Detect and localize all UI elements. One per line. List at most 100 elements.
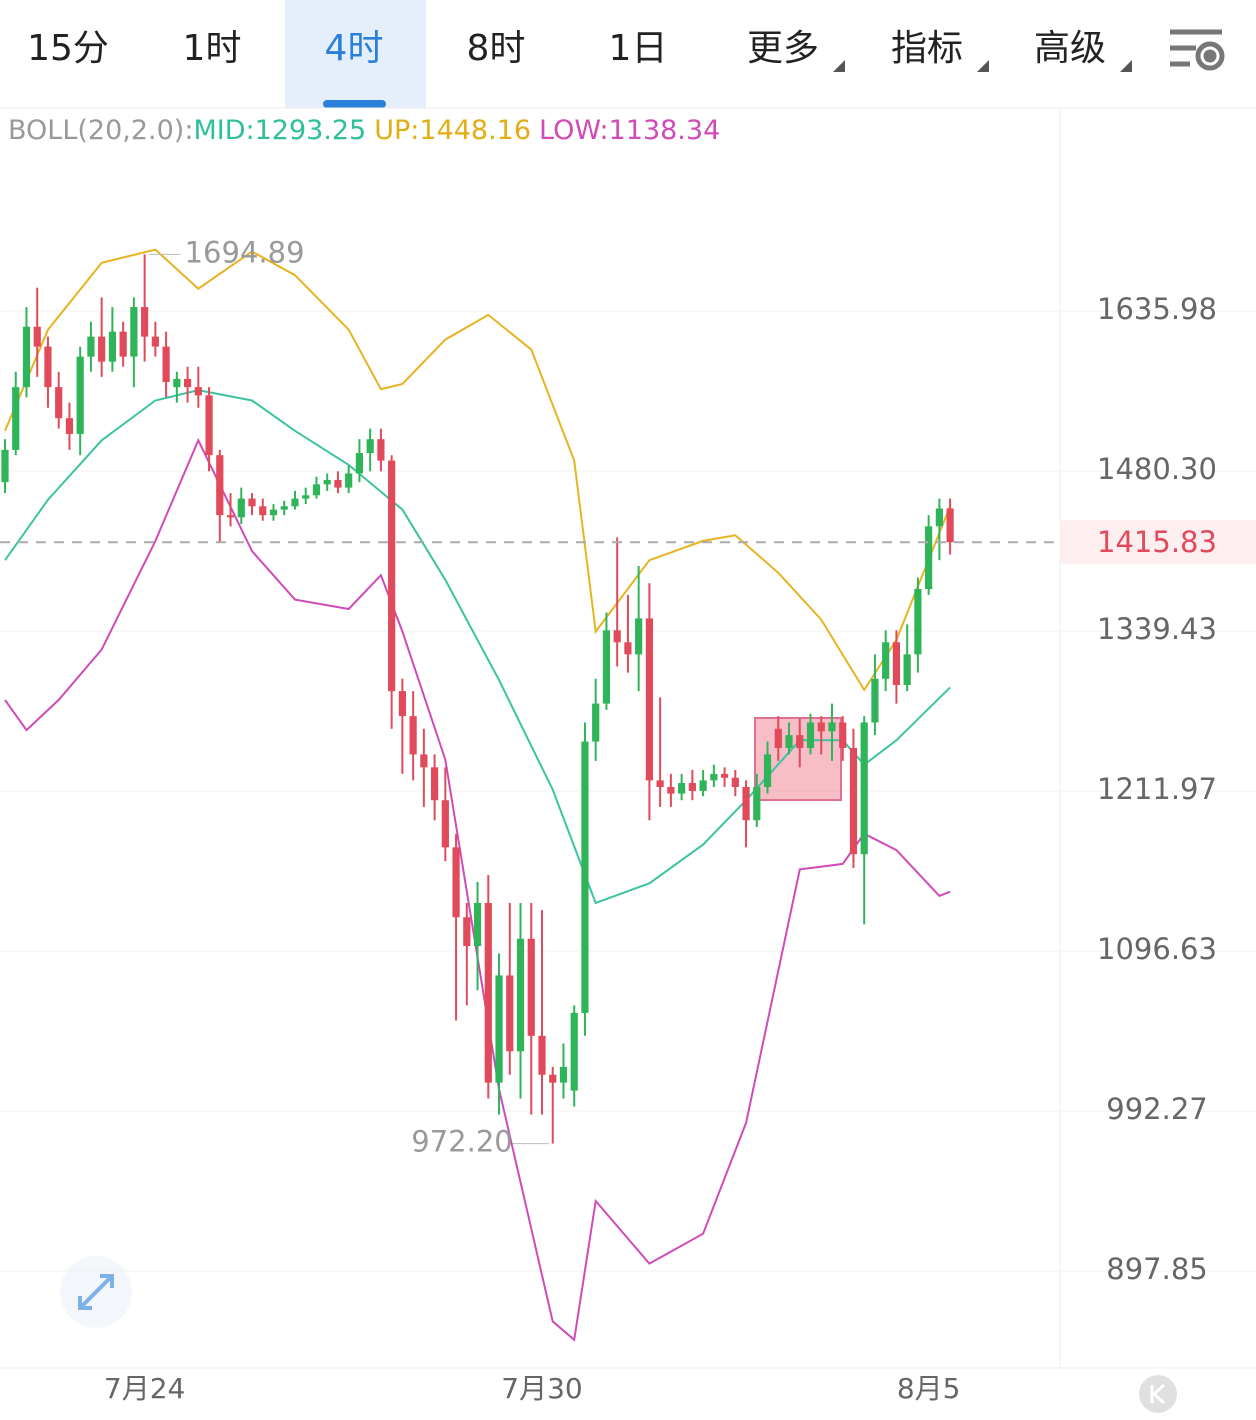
candle-body — [12, 387, 20, 450]
candle-body — [345, 473, 353, 488]
candle-body — [645, 618, 653, 781]
indicator-header: BOLL(20,2.0):MID:1293.25 UP:1448.16 LOW:11… — [8, 115, 720, 146]
candle-body — [377, 439, 385, 461]
candle-body — [581, 741, 589, 1013]
candle-body — [98, 336, 106, 362]
candle-body — [398, 691, 406, 717]
candle-body — [108, 331, 116, 362]
candle-body — [925, 526, 933, 590]
candle-body — [592, 703, 600, 742]
candle-body — [269, 509, 278, 516]
candle-body — [1, 449, 9, 483]
candle-body — [538, 1035, 546, 1075]
high-label: 1694.89 — [185, 235, 305, 269]
candle-body — [226, 515, 235, 518]
candle-body — [141, 307, 149, 337]
expand-button[interactable] — [60, 1256, 132, 1328]
low-label: 972.20 — [411, 1125, 512, 1159]
candle-body — [753, 786, 761, 821]
tab[interactable]: 15分 — [27, 28, 109, 69]
y-tick-label: 1096.63 — [1097, 932, 1217, 966]
candle-body — [860, 722, 868, 855]
candle-body — [334, 479, 342, 488]
k-button[interactable] — [1139, 1375, 1177, 1413]
candle-body — [570, 1012, 578, 1091]
candle-body — [914, 589, 922, 655]
candle-body — [259, 506, 267, 516]
candle-body — [774, 728, 782, 748]
indicator-low: LOW:1138.34 — [539, 115, 720, 146]
candle-body — [613, 630, 621, 643]
settings-icon[interactable] — [1170, 29, 1225, 71]
tab[interactable]: 1日 — [609, 28, 668, 69]
candle-body — [656, 780, 664, 787]
candle-body — [173, 378, 181, 388]
active-tab-indicator — [323, 100, 386, 108]
band-line — [4, 248, 952, 692]
candle-body — [65, 418, 74, 434]
candle-body — [710, 773, 718, 781]
tab[interactable]: 高级 — [1034, 28, 1106, 69]
candle-body — [785, 735, 793, 748]
x-tick-label: 7月30 — [501, 1372, 582, 1405]
candle-body — [559, 1066, 568, 1083]
candle-body — [355, 453, 364, 474]
tab[interactable]: 4时 — [325, 28, 384, 69]
y-tick-label: 1480.30 — [1097, 452, 1217, 486]
candle-body — [33, 326, 41, 347]
candle-body — [624, 642, 632, 655]
candle-body — [431, 767, 439, 801]
candle-body — [635, 618, 643, 655]
candle-body — [667, 786, 675, 794]
candle-body — [22, 326, 31, 388]
candle-body — [205, 395, 213, 456]
candle-body — [291, 498, 299, 507]
last-price-label: 1415.83 — [1097, 525, 1217, 559]
candle-body — [817, 722, 825, 732]
tab[interactable]: 指标 — [891, 28, 963, 69]
candle-body — [388, 460, 396, 692]
tab[interactable]: 1时 — [183, 28, 242, 69]
candle-body — [527, 938, 535, 1036]
candle-body — [882, 642, 890, 679]
candle-body — [130, 307, 138, 357]
candle-body — [828, 722, 836, 732]
indicator-name: BOLL(20,2.0): — [8, 115, 193, 146]
candle-body — [302, 495, 310, 499]
last-price-bg — [1060, 520, 1256, 565]
tab[interactable]: 更多 — [747, 28, 819, 69]
candle-body — [935, 508, 943, 527]
candle-body — [849, 747, 858, 855]
candle-body — [216, 455, 224, 516]
x-tick-label: 7月24 — [104, 1372, 185, 1405]
candle-body — [119, 331, 127, 357]
indicator-mid: MID:1293.25 — [193, 115, 366, 146]
candle-body — [248, 498, 256, 507]
candle-body — [946, 508, 954, 543]
candle-body — [237, 498, 245, 518]
candle-body — [151, 336, 159, 347]
candle-body — [323, 479, 331, 485]
candle-body — [55, 387, 63, 419]
active-tab-bg — [285, 0, 426, 108]
candle-body — [409, 716, 417, 755]
candle-body — [280, 506, 288, 510]
candle-body — [731, 777, 739, 787]
candle-body — [162, 346, 170, 382]
candle-body — [441, 800, 449, 848]
candle-body — [506, 975, 514, 1052]
candle-body — [463, 917, 471, 947]
y-tick-label: 1635.98 — [1097, 292, 1217, 326]
candle-body — [452, 847, 460, 918]
y-tick-label: 897.85 — [1106, 1252, 1207, 1286]
candle-body — [763, 754, 772, 787]
candle-body — [892, 642, 901, 685]
candle-body — [839, 722, 847, 748]
candle-body — [678, 783, 686, 794]
tab[interactable]: 8时 — [467, 28, 526, 69]
y-tick-label: 992.27 — [1106, 1092, 1207, 1126]
indicator-up: UP:1448.16 — [374, 115, 531, 146]
candle-body — [420, 754, 428, 768]
candle-body — [903, 654, 911, 685]
